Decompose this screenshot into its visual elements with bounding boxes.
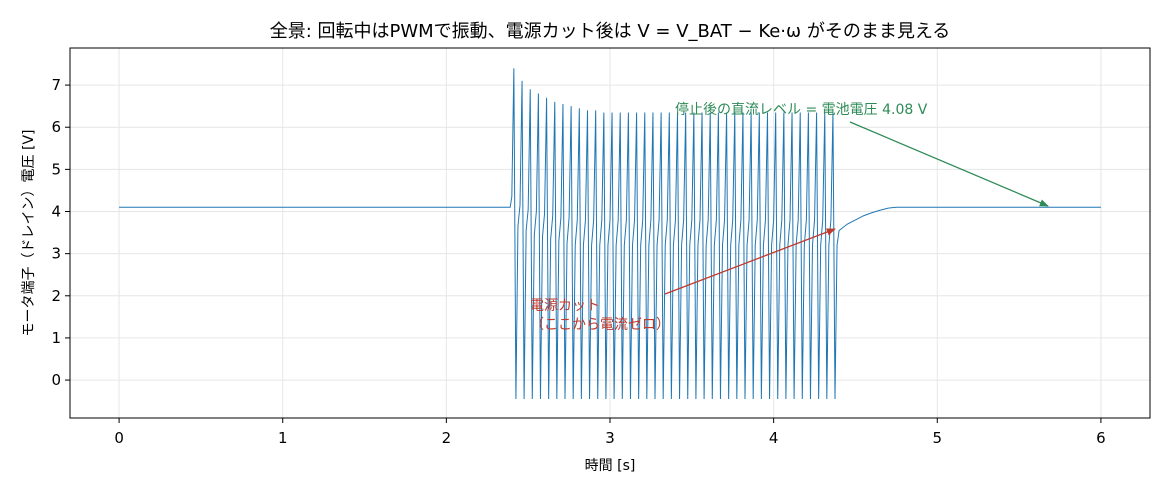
- x-tick-label: 2: [442, 429, 452, 447]
- annotation-arrow: [664, 228, 836, 295]
- y-axis-label: モータ端子（ドレイン）電圧 [V]: [21, 130, 37, 337]
- y-tick-label: 3: [51, 245, 61, 263]
- x-tick-label: 0: [114, 429, 124, 447]
- y-tick-label: 6: [51, 118, 61, 136]
- x-tick-label: 5: [932, 429, 942, 447]
- chart-title: 全景: 回転中はPWMで振動、電源カット後は V = V_BAT − Ke·ω …: [270, 21, 951, 42]
- y-tick-label: 7: [51, 76, 61, 94]
- plot-area: [119, 68, 1101, 400]
- y-tick-label: 1: [51, 329, 61, 347]
- x-tick-label: 3: [605, 429, 615, 447]
- annotation: 電源カット: [530, 298, 600, 314]
- grid: [70, 48, 1150, 418]
- y-tick-label: 4: [51, 203, 61, 221]
- x-tick-label: 1: [278, 429, 288, 447]
- y-tick-label: 0: [51, 371, 61, 389]
- annotation: 停止後の直流レベル = 電池電圧 4.08 V: [675, 101, 928, 118]
- x-tick-label: 6: [1096, 429, 1106, 447]
- line-series: [119, 68, 1101, 400]
- annotation: （ここから電流ゼロ）: [530, 317, 670, 333]
- x-axis-label: 時間 [s]: [585, 458, 636, 474]
- annotation-arrow: [849, 121, 1049, 207]
- x-tick-label: 4: [769, 429, 779, 447]
- y-tick-label: 5: [51, 160, 61, 178]
- y-tick-label: 2: [51, 287, 61, 305]
